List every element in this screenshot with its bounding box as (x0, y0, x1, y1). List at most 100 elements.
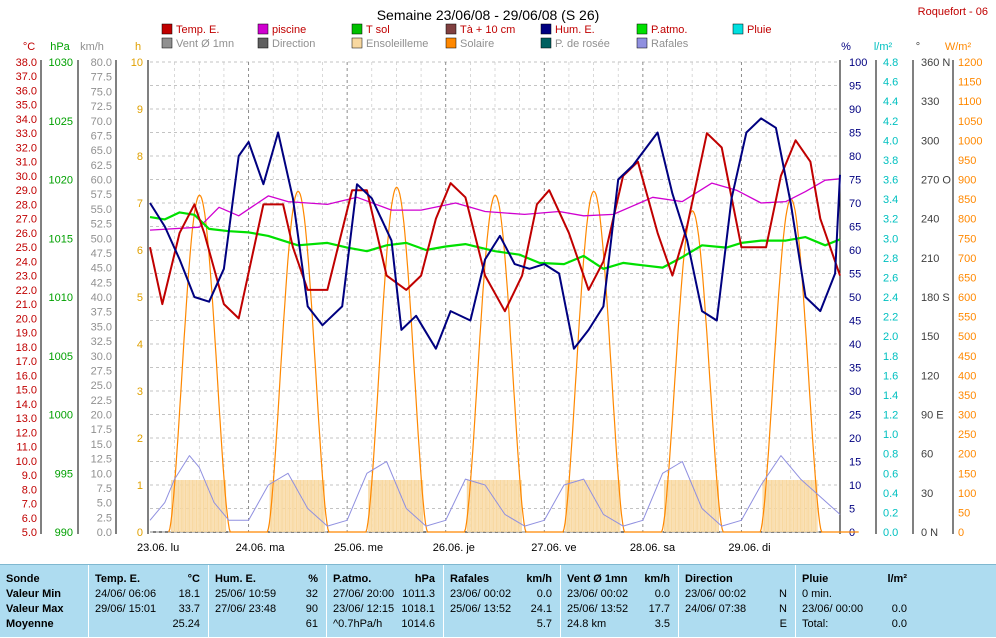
axis-unit: % (841, 41, 851, 53)
stats-row: 23/06/ 12:15 1018.1 (327, 602, 443, 617)
stats-cell-label: 27/06/ 23:48 (215, 603, 277, 615)
humidity-tick: 60 (849, 245, 861, 257)
stats-cell-label: 23/06/ 00:00 (802, 603, 864, 615)
stats-block-header: P.atmo. hPa (327, 572, 443, 587)
legend-label: Rafales (651, 38, 689, 50)
chart-canvas: Semaine 23/06/08 - 29/06/08 (S 26) Roque… (16, 6, 988, 554)
stats-block-header: Pluie l/m² (796, 572, 915, 587)
temp-tick: 16.0 (16, 370, 37, 382)
rain-tick: 0.2 (883, 507, 898, 519)
temp-tick: 35.0 (16, 100, 37, 112)
stats-cell-value: 1014.6 (401, 618, 435, 630)
direction-tick: 240 (921, 214, 939, 226)
legend-swatch (161, 37, 173, 49)
stats-row: 23/06/ 00:02 0.0 (444, 587, 560, 602)
rain-tick: 2.4 (883, 292, 898, 304)
stats-block-title: Pluie (802, 573, 829, 585)
radiation-tick: 850 (958, 194, 976, 206)
direction-tick: 180 S (921, 292, 950, 304)
wind-tick: 25.0 (91, 380, 112, 392)
row-label-sonde: Sonde (6, 573, 40, 585)
station-name: Roquefort - 06 (918, 6, 988, 18)
sunshine-tick: 8 (137, 151, 143, 163)
stats-block-header: Hum. E.% (209, 572, 326, 587)
temp-tick: 12.0 (16, 427, 37, 439)
rain-tick: 0.6 (883, 468, 898, 480)
stats-cell-value: 1018.1 (401, 603, 435, 615)
stats-cell-value: 32 (305, 588, 318, 600)
axis-unit: l/m² (874, 41, 893, 53)
axis-unit: km/h (80, 41, 104, 53)
stats-cell-label: 25/06/ 13:52 (567, 603, 629, 615)
stats-block: Hum. E.% 25/06/ 10:59 32 27/06/ 23:48 90 61 (208, 565, 326, 638)
pressure-tick: 1005 (49, 351, 73, 363)
humidity-tick: 40 (849, 339, 861, 351)
stats-cell-value: 3.5 (654, 618, 670, 630)
stats-cell-value: E (779, 618, 787, 630)
sunshine-tick: 0 (137, 527, 143, 539)
wind-tick: 17.5 (91, 424, 112, 436)
stats-cell-value: 0.0 (536, 588, 552, 600)
rain-tick: 2.2 (883, 312, 898, 324)
temp-tick: 24.0 (16, 256, 37, 268)
stats-cell-value: 61 (305, 618, 318, 630)
humidity-tick: 10 (849, 480, 861, 492)
stats-cell-label: 23/06/ 00:02 (450, 588, 512, 600)
wind-tick: 47.5 (91, 248, 112, 260)
stats-cell-label: 24.8 km (567, 618, 607, 630)
stats-block: Rafales km/h 23/06/ 00:02 0.0 25/06/ 13:52 24… (443, 565, 560, 638)
stats-block-title: Temp. E. (95, 573, 141, 585)
wind-tick: 45.0 (91, 263, 112, 275)
pressure-series-line (149, 211, 841, 270)
rain-tick: 2.6 (883, 272, 898, 284)
temp-tick: 27.0 (16, 214, 37, 226)
direction-tick: 150 (921, 331, 939, 343)
wind-tick: 80.0 (91, 57, 112, 69)
rain-tick: 4.2 (883, 116, 898, 128)
temp-tick: 6.0 (22, 513, 37, 525)
wind-tick: 7.5 (97, 483, 112, 495)
direction-tick: 210 (921, 253, 939, 265)
stats-block-title: P.atmo. (333, 573, 372, 585)
stats-block-title: Direction (685, 573, 733, 585)
day-label: 29.06. di (728, 542, 770, 554)
legend-label: Temp. E. (176, 24, 219, 36)
temp-tick: 8.0 (22, 484, 37, 496)
temp-tick: 13.0 (16, 413, 37, 425)
wind-tick: 5.0 (97, 498, 112, 510)
stats-block: Temp. E. °C 24/06/ 06:06 18.1 29/06/ 15:01 33… (88, 565, 208, 638)
legend-swatch (351, 37, 363, 49)
temperature-series-line (149, 132, 841, 320)
radiation-tick: 650 (958, 272, 976, 284)
pressure-tick: 1010 (49, 292, 73, 304)
sunshine-tick: 2 (137, 433, 143, 445)
direction-tick: 270 O (921, 175, 951, 187)
stats-block: P.atmo. hPa 27/06/ 20:00 1011.3 23/06/ 12:15… (326, 565, 443, 638)
legend-label: Pluie (747, 24, 771, 36)
wind-tick: 50.0 (91, 233, 112, 245)
stats-cell-value: 90 (305, 603, 318, 615)
temp-tick: 33.0 (16, 128, 37, 140)
temp-tick: 36.0 (16, 85, 37, 97)
stats-block-header: Rafales km/h (444, 572, 560, 587)
radiation-tick: 1000 (958, 135, 982, 147)
temp-tick: 37.0 (16, 71, 37, 83)
stats-row: Total: 0.0 (796, 617, 915, 632)
temp-tick: 14.0 (16, 399, 37, 411)
stats-cell-value: 17.7 (648, 603, 670, 615)
temp-tick: 22.0 (16, 285, 37, 297)
radiation-tick: 350 (958, 390, 976, 402)
radiation-tick: 700 (958, 253, 976, 265)
legend-label: Vent Ø 1mn (176, 38, 234, 50)
wind-tick: 65.0 (91, 145, 112, 157)
stats-cell-value: 24.1 (530, 603, 552, 615)
stats-row: ^0.7hPa/h 1014.6 (327, 617, 443, 632)
rain-tick: 2.0 (883, 331, 898, 343)
rain-tick: 1.6 (883, 370, 898, 382)
row-label-max: Valeur Max (6, 603, 64, 615)
humidity-tick: 15 (849, 457, 861, 469)
pressure-tick: 1030 (49, 57, 73, 69)
temp-tick: 34.0 (16, 114, 37, 126)
radiation-tick: 0 (958, 527, 964, 539)
stats-cell-label: 0 min. (802, 588, 832, 600)
